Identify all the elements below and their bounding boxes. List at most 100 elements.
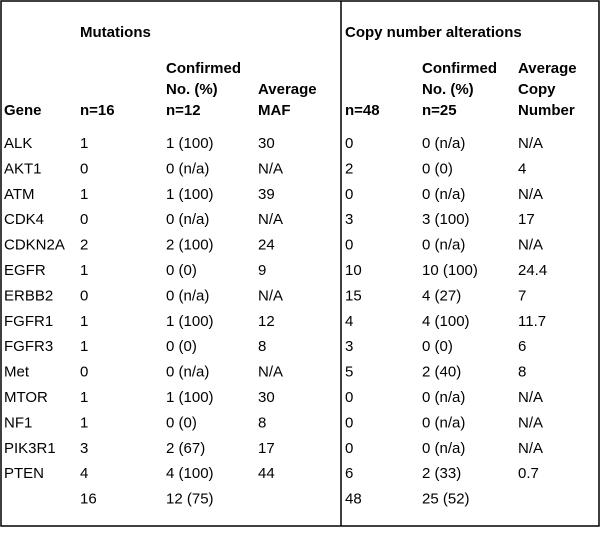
cell: 1 — [80, 414, 88, 431]
cell: 2 — [80, 237, 88, 254]
cell: 0.7 — [518, 465, 539, 482]
cell: 3 — [345, 211, 353, 228]
cell: ERBB2 — [4, 287, 53, 304]
column-header: Average — [258, 81, 317, 98]
cell: NF1 — [4, 414, 32, 431]
cell: 6 — [345, 465, 353, 482]
cell: 0 — [345, 414, 353, 431]
cell: 1 — [80, 262, 88, 279]
cell: 0 — [345, 237, 353, 254]
column-header: No. (%) — [166, 81, 218, 98]
cell: 0 (n/a) — [422, 440, 465, 457]
cell: 3 — [80, 440, 88, 457]
cell: FGFR3 — [4, 338, 53, 355]
cell: 0 (n/a) — [422, 389, 465, 406]
column-header: n=12 — [166, 102, 201, 119]
cell: 0 (n/a) — [422, 135, 465, 152]
cell: 1 (100) — [166, 389, 214, 406]
cell: 5 — [345, 364, 353, 381]
cell: 1 (100) — [166, 135, 214, 152]
cell: N/A — [518, 440, 543, 457]
cell: 0 — [345, 389, 353, 406]
cell: 4 — [80, 465, 88, 482]
cell: 0 (0) — [422, 160, 453, 177]
cell: N/A — [258, 364, 283, 381]
cell: 8 — [258, 414, 266, 431]
cell: 0 (n/a) — [166, 160, 209, 177]
cell: 3 — [345, 338, 353, 355]
cell: PTEN — [4, 465, 44, 482]
cell: 2 (67) — [166, 440, 205, 457]
column-header: MAF — [258, 102, 291, 119]
cell: 2 (40) — [422, 364, 461, 381]
column-header: Number — [518, 102, 575, 119]
cell: N/A — [518, 186, 543, 203]
cell: N/A — [518, 389, 543, 406]
cell: 11.7 — [518, 313, 546, 330]
total-cell: 48 — [345, 491, 362, 508]
column-header: Copy — [518, 81, 556, 98]
total-cell: 16 — [80, 491, 97, 508]
column-header: n=16 — [80, 102, 115, 119]
cell: 39 — [258, 186, 275, 203]
cell: 3 (100) — [422, 211, 470, 228]
cell: 1 — [80, 338, 88, 355]
column-header: No. (%) — [422, 81, 474, 98]
cell: 0 (0) — [166, 338, 197, 355]
cell: 2 (100) — [166, 237, 214, 254]
cell: N/A — [518, 135, 543, 152]
cell: 7 — [518, 287, 526, 304]
cell: ATM — [4, 186, 35, 203]
cell: 0 — [80, 211, 88, 228]
cell: PIK3R1 — [4, 440, 56, 457]
group-header: Copy number alterations — [345, 24, 522, 41]
cell: AKT1 — [4, 160, 42, 177]
cell: 1 — [80, 186, 88, 203]
cell: 17 — [518, 211, 535, 228]
group-header: Mutations — [80, 24, 151, 41]
cell: CDK4 — [4, 211, 44, 228]
cell: 4 (27) — [422, 287, 461, 304]
cell: 0 (n/a) — [422, 186, 465, 203]
cell: 0 — [80, 160, 88, 177]
cell: 30 — [258, 389, 275, 406]
cell: 30 — [258, 135, 275, 152]
cell: 8 — [518, 364, 526, 381]
cell: 12 — [258, 313, 275, 330]
column-header: Confirmed — [166, 60, 241, 77]
cell: 0 (n/a) — [166, 364, 209, 381]
cell: 17 — [258, 440, 275, 457]
cell: 24 — [258, 237, 275, 254]
cell: 1 — [80, 389, 88, 406]
cell: EGFR — [4, 262, 46, 279]
cell: 0 (0) — [166, 262, 197, 279]
cell: 0 — [345, 440, 353, 457]
cell: N/A — [258, 211, 283, 228]
cell: N/A — [258, 287, 283, 304]
cell: 9 — [258, 262, 266, 279]
cell: 44 — [258, 465, 275, 482]
cell: 0 — [345, 135, 353, 152]
cell: 0 (0) — [422, 338, 453, 355]
cell: 2 — [345, 160, 353, 177]
cell: Met — [4, 364, 30, 381]
cell: 4 (100) — [422, 313, 470, 330]
cell: N/A — [518, 414, 543, 431]
cell: 1 (100) — [166, 313, 214, 330]
cell: 1 — [80, 313, 88, 330]
cell: 10 — [345, 262, 362, 279]
total-cell: 12 (75) — [166, 491, 214, 508]
cell: 2 (33) — [422, 465, 461, 482]
column-header: Gene — [4, 102, 42, 119]
cell: 4 — [518, 160, 526, 177]
cell: 10 (100) — [422, 262, 478, 279]
column-header: n=25 — [422, 102, 457, 119]
cell: 0 (n/a) — [422, 414, 465, 431]
cell: MTOR — [4, 389, 48, 406]
cell: N/A — [258, 160, 283, 177]
column-header: Average — [518, 60, 577, 77]
column-header: Confirmed — [422, 60, 497, 77]
cell: 0 (n/a) — [422, 237, 465, 254]
cell: 0 — [345, 186, 353, 203]
cell: 0 — [80, 364, 88, 381]
